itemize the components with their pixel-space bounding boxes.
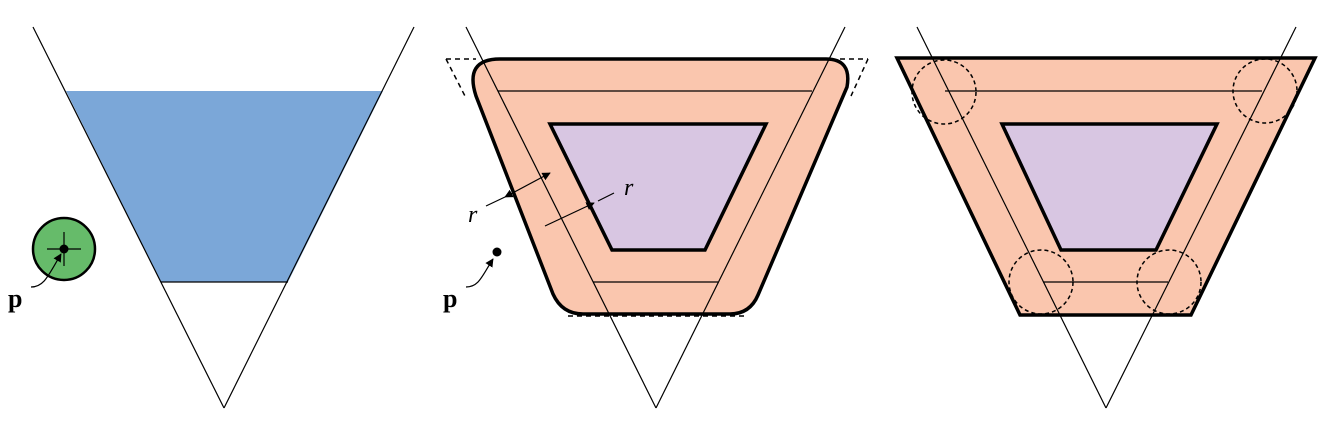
panel-3 <box>894 26 1318 409</box>
point-label-p: p <box>8 284 22 313</box>
point-label-p: p <box>443 284 457 313</box>
sharp-corner-dash-right <box>850 58 869 97</box>
blue-trapezoid <box>66 91 383 282</box>
cone-left-line <box>465 26 657 409</box>
panel-1: p <box>8 26 415 409</box>
sharp-corner-dash-left <box>445 58 467 99</box>
dashed-disc-bottom-right <box>1136 249 1202 315</box>
pointer-arrow-p <box>465 258 494 288</box>
cone-right-line <box>223 26 415 409</box>
point-p-dot <box>492 247 502 257</box>
cone-left-line <box>32 26 225 409</box>
cone-right-line <box>1105 26 1297 409</box>
radius-dimension-right-tail <box>597 192 615 202</box>
radius-label-right: r <box>624 175 634 201</box>
radius-dimension-left <box>504 172 551 198</box>
dashed-disc-top-right <box>1232 58 1298 124</box>
point-p-dot <box>59 244 69 254</box>
dashed-disc-bottom-left <box>1008 249 1074 315</box>
radius-dimension-left-tail <box>485 196 506 207</box>
cone-right-line <box>655 26 846 409</box>
cone-left-line <box>916 26 1107 409</box>
inner-trapezoid <box>999 122 1220 252</box>
pointer-arrow-p <box>30 253 62 288</box>
panel-2: r r p <box>443 26 869 409</box>
dashed-disc-top-left <box>911 59 977 125</box>
radius-label-left: r <box>468 202 478 228</box>
radius-dimension-right <box>544 202 595 227</box>
